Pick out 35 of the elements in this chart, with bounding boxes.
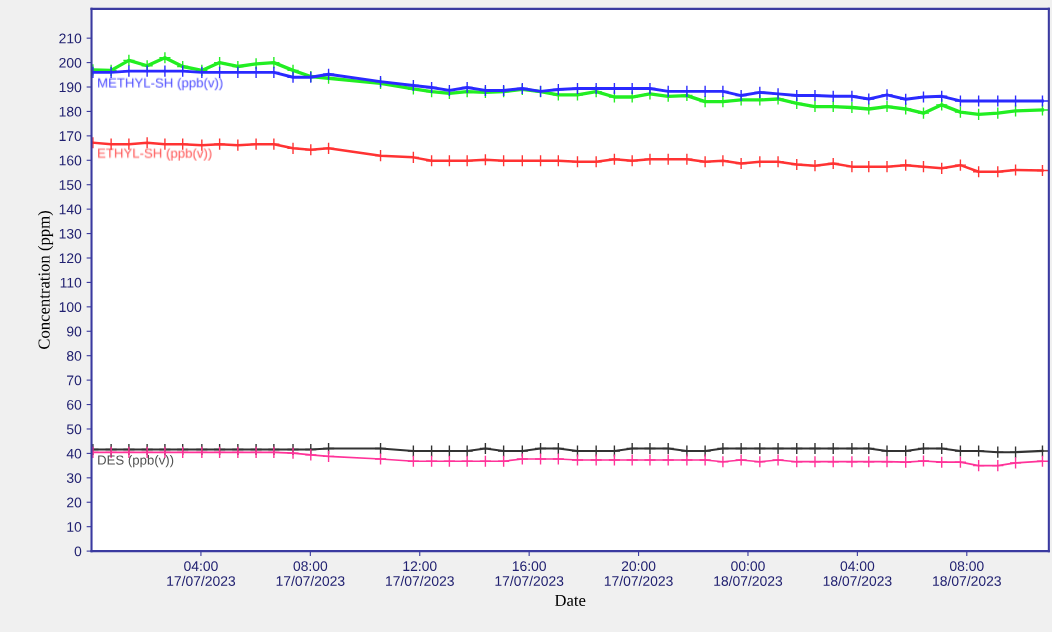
- y-tick-label: 40: [66, 448, 82, 459]
- y-tick-label: 180: [59, 106, 82, 117]
- y-tick-label: 160: [59, 155, 82, 166]
- x-tick-label: 08:00 18/07/2023: [933, 561, 1001, 586]
- y-tick-label: 130: [59, 228, 82, 239]
- y-tick-label: 30: [66, 473, 82, 483]
- y-tick-label: 50: [66, 424, 82, 435]
- series-label: ETHYL-SH (ppb(v)): [98, 148, 212, 161]
- y-tick-label: 20: [67, 497, 82, 508]
- series-label: DES (ppb(v)): [98, 455, 174, 468]
- x-axis-title: Date: [554, 594, 586, 607]
- y-tick-label: 60: [67, 399, 82, 410]
- x-tick-label: 20:00 17/07/2023: [604, 561, 673, 586]
- y-tick-label: 120: [59, 253, 82, 264]
- y-tick-label: 70: [67, 375, 82, 386]
- y-tick-label: 140: [59, 204, 82, 215]
- x-tick-label: 12:00 17/07/2023: [386, 561, 454, 586]
- x-tick-label: 04:00 18/07/2023: [823, 561, 892, 586]
- y-tick-label: 0: [74, 546, 82, 557]
- y-tick-label: 80: [66, 351, 82, 361]
- y-tick-label: 10: [67, 522, 82, 532]
- y-tick-label: 150: [59, 180, 82, 190]
- y-tick-label: 110: [60, 277, 82, 288]
- x-tick-label: 08:00 17/07/2023: [276, 561, 345, 586]
- y-tick-label: 100: [59, 302, 82, 313]
- y-tick-label: 190: [59, 82, 82, 93]
- y-tick-label: 210: [59, 33, 82, 44]
- x-tick-label: 04:00 17/07/2023: [167, 561, 236, 586]
- series-label: METHYL-SH (ppb(v)): [98, 77, 223, 91]
- y-tick-label: 170: [59, 131, 82, 142]
- y-axis-title: Concentration (ppm): [37, 211, 54, 349]
- y-tick-label: 200: [59, 57, 82, 68]
- x-tick-label: 16:00 17/07/2023: [495, 561, 564, 586]
- x-tick-label: 00:00 18/07/2023: [714, 561, 783, 586]
- y-tick-label: 90: [67, 326, 82, 337]
